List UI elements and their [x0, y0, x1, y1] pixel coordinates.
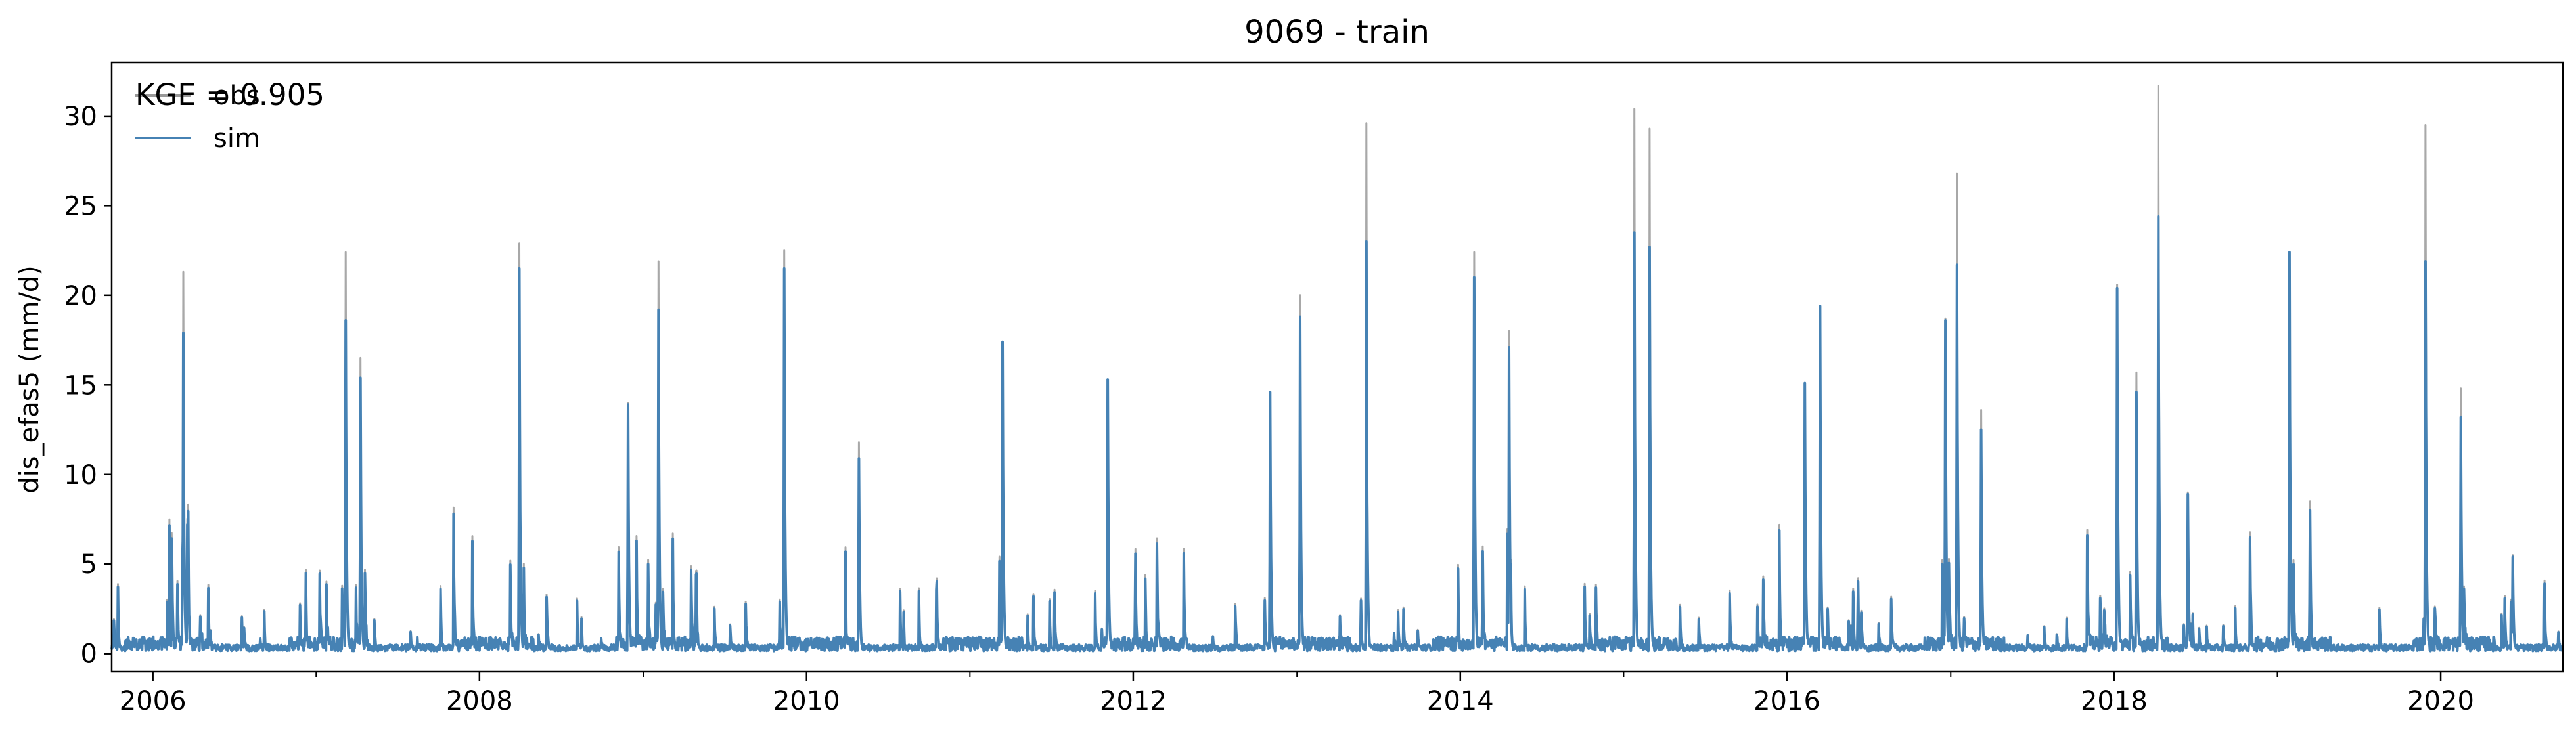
y-tick-label: 5 [81, 550, 97, 580]
x-tick-label: 2020 [2407, 686, 2474, 716]
x-tick-label: 2006 [120, 686, 187, 716]
kge-annotation: KGE = 0.905 [135, 77, 325, 112]
x-tick-label: 2010 [773, 686, 840, 716]
y-tick-label: 0 [81, 639, 97, 670]
legend: obs sim [135, 81, 260, 154]
x-tick-label: 2018 [2081, 686, 2148, 716]
plot-frame [110, 61, 2564, 673]
y-axis-label: dis_efas5 (mm/d) [14, 265, 45, 494]
y-tick-label: 15 [64, 370, 97, 400]
series-layer [110, 85, 2564, 653]
x-tick-label: 2008 [446, 686, 513, 716]
y-tick-label: 30 [64, 102, 97, 132]
chart-title: 9069 - train [1244, 14, 1430, 51]
y-tick-label: 20 [64, 281, 97, 311]
legend-label-sim: sim [214, 123, 260, 154]
series-line-sim [110, 215, 2564, 653]
y-tick-label: 25 [64, 191, 97, 221]
y-tick-label: 10 [64, 460, 97, 490]
axes-layer: 0 5 10 15 20 25 30 2006 2008 2010 2012 2014 2016 2018… [64, 61, 2564, 716]
x-tick-label: 2012 [1100, 686, 1167, 716]
x-tick-label: 2016 [1753, 686, 1820, 716]
legend-label-obs: obs [214, 81, 260, 111]
x-tick-label: 2014 [1427, 686, 1494, 716]
